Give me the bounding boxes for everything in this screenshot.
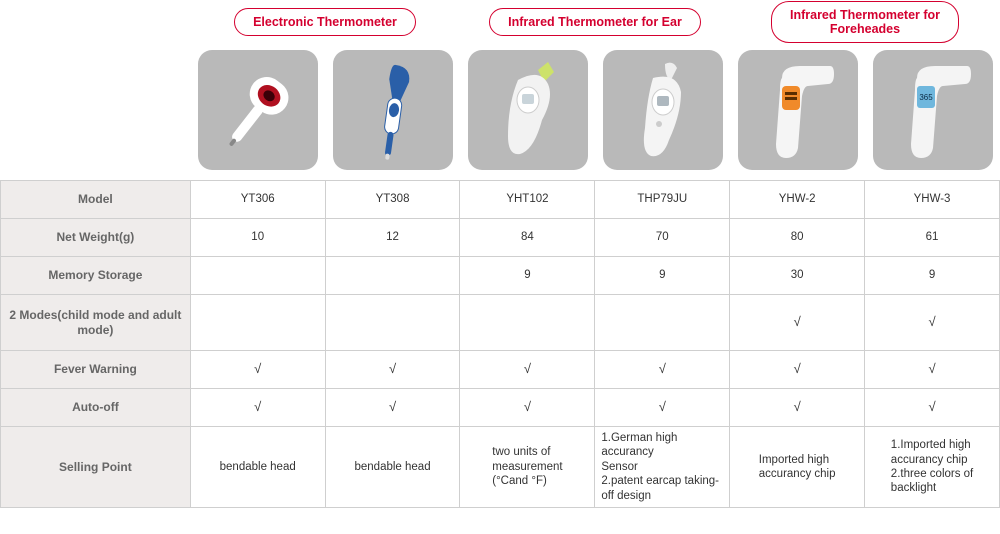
table-cell: YT306 [190,181,325,219]
table-cell: 9 [460,257,595,295]
category-ear: Infrared Thermometer for Ear [460,8,730,36]
table-cell: 10 [190,219,325,257]
product-image [738,50,858,170]
category-pill: Infrared Thermometer for Ear [489,8,701,36]
table-cell: √ [595,389,730,427]
table-cell [190,295,325,351]
table-cell [595,295,730,351]
table-cell: 12 [325,219,460,257]
category-row: Electronic Thermometer Infrared Thermome… [0,0,1000,44]
product-image: 365 [873,50,993,170]
table-cell: YHT102 [460,181,595,219]
table-cell: √ [460,351,595,389]
category-electronic: Electronic Thermometer [190,8,460,36]
product-image [468,50,588,170]
table-cell: √ [325,351,460,389]
table-cell: YHW-2 [730,181,865,219]
product-image [198,50,318,170]
table-cell: 1.German high accurancy Sensor 2.patent … [595,427,730,508]
table-cell: √ [190,351,325,389]
category-pill: Electronic Thermometer [234,8,416,36]
table-cell: 30 [730,257,865,295]
row-header: Fever Warning [1,351,191,389]
row-header: Memory Storage [1,257,191,295]
table-cell: YHW-3 [865,181,1000,219]
table-cell: 70 [595,219,730,257]
product-image [333,50,453,170]
table-cell: Imported high accurancy chip [730,427,865,508]
product-image-row: 365 [0,50,1000,170]
table-cell: √ [865,389,1000,427]
table-cell: 9 [595,257,730,295]
svg-text:365: 365 [919,93,933,102]
row-header: Selling Point [1,427,191,508]
category-pill: Infrared Thermometer for Foreheades [771,1,959,44]
row-header: Model [1,181,191,219]
row-header: 2 Modes(child mode and adult mode) [1,295,191,351]
table-cell: bendable head [190,427,325,508]
table-cell: YT308 [325,181,460,219]
row-header: Auto-off [1,389,191,427]
table-cell: √ [325,389,460,427]
table-cell: √ [595,351,730,389]
table-cell: 1.Imported high accurancy chip 2.three c… [865,427,1000,508]
table-cell: 61 [865,219,1000,257]
table-cell: √ [730,389,865,427]
table-cell: √ [190,389,325,427]
table-cell: bendable head [325,427,460,508]
table-cell: √ [865,351,1000,389]
table-cell [190,257,325,295]
row-header: Net Weight(g) [1,219,191,257]
table-cell: two units of measurement (°Cand °F) [460,427,595,508]
table-cell: 80 [730,219,865,257]
table-cell: 84 [460,219,595,257]
table-cell: THP79JU [595,181,730,219]
table-cell: √ [730,295,865,351]
category-forehead: Infrared Thermometer for Foreheades [730,1,1000,44]
table-cell: √ [865,295,1000,351]
table-cell [460,295,595,351]
table-cell [325,257,460,295]
table-cell: 9 [865,257,1000,295]
table-cell: √ [460,389,595,427]
table-cell: √ [730,351,865,389]
product-image [603,50,723,170]
comparison-table: ModelYT306YT308YHT102THP79JUYHW-2YHW-3 Ne… [0,180,1000,508]
table-cell [325,295,460,351]
